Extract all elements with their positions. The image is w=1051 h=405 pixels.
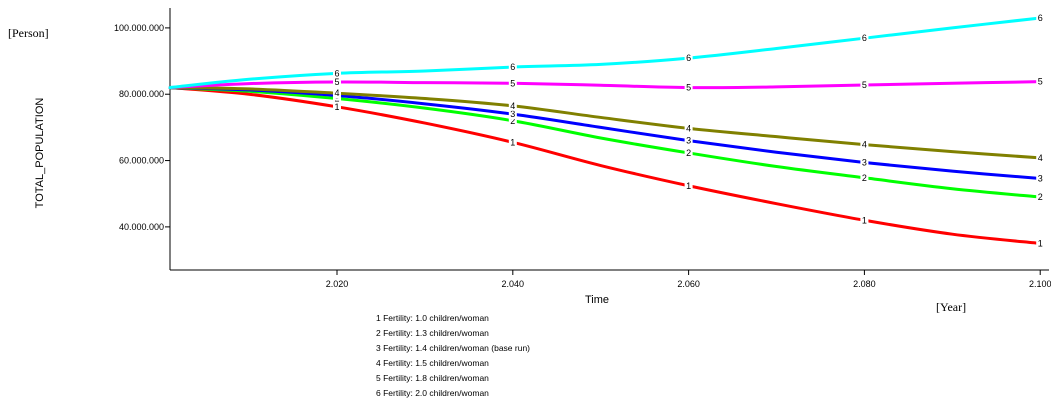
y-tick-label: 100.000.000 <box>114 23 164 33</box>
series-marker-bg <box>860 215 869 226</box>
series-marker-bg <box>1036 76 1045 87</box>
series-marker-1: 1 <box>510 137 515 147</box>
x-tick-label: 2.080 <box>853 279 876 289</box>
series-marker-1: 1 <box>1038 238 1043 248</box>
series-markers: 111112222233333444445555566666 <box>333 12 1045 249</box>
series-marker-2: 2 <box>686 148 691 158</box>
series-marker-4: 4 <box>862 140 867 150</box>
series-marker-2: 2 <box>510 116 515 126</box>
series-marker-bg <box>333 68 342 79</box>
series-marker-1: 1 <box>686 181 691 191</box>
x-axis-title: Time <box>585 294 609 306</box>
legend-item-3: 3 Fertility: 1.4 children/woman (base ru… <box>376 343 530 353</box>
y-unit-label: [Person] <box>8 26 49 40</box>
series-marker-6: 6 <box>335 68 340 78</box>
series-marker-6: 6 <box>862 33 867 43</box>
series-marker-bg <box>508 62 517 73</box>
legend: 1 Fertility: 1.0 children/woman 2 Fertili… <box>376 313 530 398</box>
x-tick-label: 2.020 <box>326 279 349 289</box>
series-marker-bg <box>684 180 693 191</box>
x-unit-label: [Year] <box>936 300 966 314</box>
series-marker-4: 4 <box>335 88 340 98</box>
series-marker-bg <box>860 139 869 150</box>
series-marker-bg <box>684 147 693 158</box>
series-marker-3: 3 <box>510 109 515 119</box>
y-tick-label: 40.000.000 <box>119 222 164 232</box>
series-line-4 <box>168 86 1042 160</box>
series-marker-bg <box>1036 152 1045 163</box>
series-marker-bg <box>684 53 693 64</box>
series-marker-bg <box>508 109 517 120</box>
x-tick-label: 2.100 <box>1029 279 1051 289</box>
series-marker-3: 3 <box>686 136 691 146</box>
series-marker-bg <box>1036 238 1045 249</box>
series-line-5 <box>168 80 1042 90</box>
series-line-1 <box>168 86 1042 245</box>
series-lines <box>168 16 1042 245</box>
series-marker-3: 3 <box>1038 173 1043 183</box>
legend-item-6: 6 Fertility: 2.0 children/woman <box>376 388 489 398</box>
series-marker-bg <box>333 88 342 99</box>
series-marker-bg <box>333 76 342 87</box>
series-marker-5: 5 <box>686 83 691 93</box>
series-marker-1: 1 <box>862 215 867 225</box>
series-marker-5: 5 <box>1038 77 1043 87</box>
series-marker-bg <box>333 101 342 112</box>
series-marker-4: 4 <box>686 123 691 133</box>
legend-item-4: 4 Fertility: 1.5 children/woman <box>376 358 489 368</box>
series-marker-2: 2 <box>862 173 867 183</box>
y-ticks: 40.000.000 60.000.000 80.000.000 100.000.00… <box>114 23 170 232</box>
series-marker-bg <box>1036 192 1045 203</box>
series-marker-bg <box>508 115 517 126</box>
legend-item-1: 1 Fertility: 1.0 children/woman <box>376 313 489 323</box>
series-marker-1: 1 <box>335 102 340 112</box>
series-marker-2: 2 <box>1038 192 1043 202</box>
x-ticks: 2.020 2.040 2.060 2.080 2.100 <box>326 270 1051 289</box>
series-line-3 <box>168 86 1042 180</box>
x-tick-label: 2.060 <box>677 279 700 289</box>
legend-item-5: 5 Fertility: 1.8 children/woman <box>376 373 489 383</box>
series-marker-bg <box>508 100 517 111</box>
series-marker-bg <box>508 78 517 89</box>
series-marker-bg <box>508 137 517 148</box>
y-tick-label: 60.000.000 <box>119 156 164 166</box>
series-marker-bg <box>860 157 869 168</box>
series-marker-bg <box>860 79 869 90</box>
y-tick-label: 80.000.000 <box>119 89 164 99</box>
series-marker-5: 5 <box>335 77 340 87</box>
series-marker-6: 6 <box>686 53 691 63</box>
series-line-6 <box>168 16 1042 90</box>
series-marker-4: 4 <box>510 101 515 111</box>
y-axis-title: TOTAL_POPULATION <box>34 98 46 209</box>
series-marker-6: 6 <box>510 62 515 72</box>
x-tick-label: 2.040 <box>502 279 525 289</box>
series-marker-bg <box>860 33 869 44</box>
axes <box>169 8 1049 271</box>
series-marker-bg <box>684 82 693 93</box>
series-marker-bg <box>684 123 693 134</box>
series-marker-bg <box>860 172 869 183</box>
series-marker-3: 3 <box>862 158 867 168</box>
series-marker-bg <box>1036 173 1045 184</box>
series-marker-4: 4 <box>1038 153 1043 163</box>
series-marker-6: 6 <box>1038 13 1043 23</box>
series-line-2 <box>168 86 1042 199</box>
legend-item-2: 2 Fertility: 1.3 children/woman <box>376 328 489 338</box>
series-marker-5: 5 <box>510 78 515 88</box>
series-marker-5: 5 <box>862 80 867 90</box>
series-marker-bg <box>1036 12 1045 23</box>
series-marker-bg <box>684 135 693 146</box>
